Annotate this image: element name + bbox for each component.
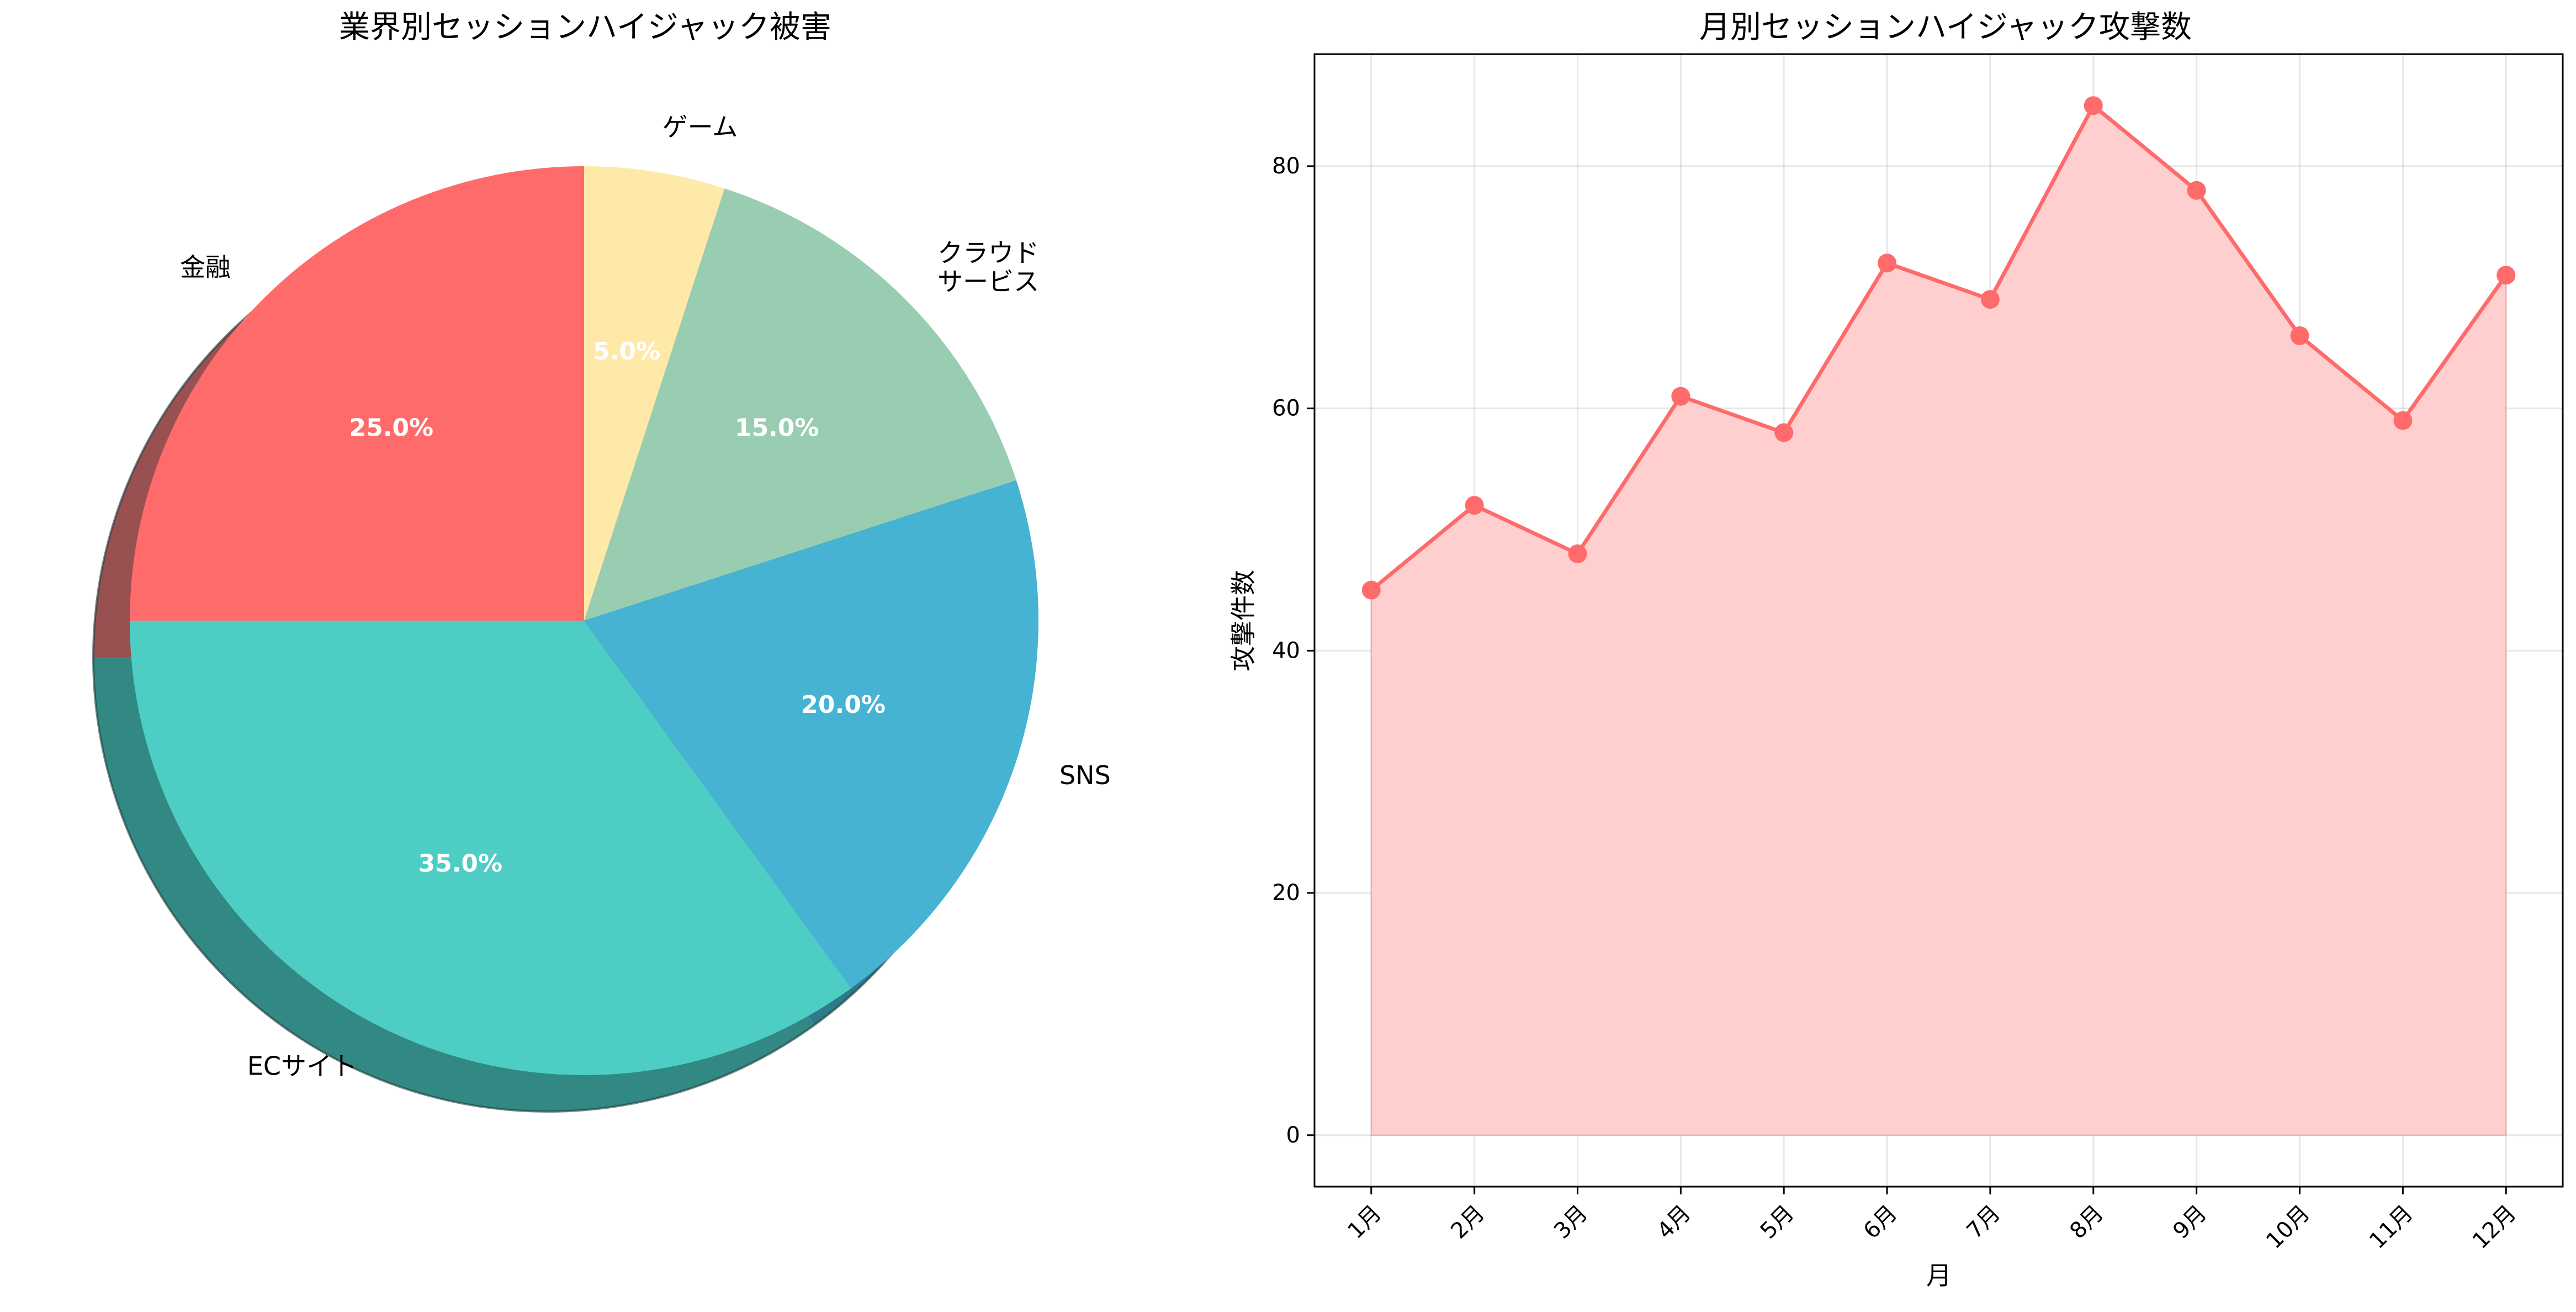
area-fill — [1370, 104, 2507, 1136]
x-tick-label: 10月 — [2261, 1200, 2315, 1254]
area-chart: 月別セッションハイジャック攻撃数 0 20 40 60 80 1月 2月 3月 4月 5月 6月 7… — [1228, 9, 2564, 1290]
y-axis-label: 攻撃件数 — [1228, 570, 1258, 671]
area-fill-layer — [1370, 104, 2507, 1136]
pie-category-label: ECサイト — [247, 1051, 357, 1081]
x-axis-label: 月 — [1926, 1261, 1952, 1290]
data-point — [1671, 387, 1690, 406]
x-tick-label: 5月 — [1756, 1200, 1799, 1244]
y-tick-label: 80 — [1272, 154, 1300, 179]
pie-slice — [130, 166, 584, 621]
pie-chart-title: 業界別セッションハイジャック被害 — [339, 9, 831, 45]
series-line — [1370, 103, 2508, 592]
pie-category-label: クラウドサービス — [937, 238, 1039, 297]
data-point — [2497, 266, 2516, 285]
x-axis-ticks: 1月 2月 3月 4月 5月 6月 7月 8月 9月 10月 11月 12月 — [1343, 1187, 2521, 1254]
x-tick-label: 9月 — [2168, 1200, 2212, 1244]
pie-percent-label: 5.0% — [593, 337, 660, 366]
x-tick-label: 12月 — [2468, 1200, 2521, 1254]
y-axis-ticks: 0 20 40 60 80 — [1272, 154, 1314, 1148]
series-line-layer — [1370, 103, 2508, 592]
x-tick-label: 1月 — [1343, 1200, 1386, 1244]
area-chart-title: 月別セッションハイジャック攻撃数 — [1699, 9, 2192, 45]
pie-percent-label: 15.0% — [735, 414, 819, 442]
data-point — [1774, 423, 1794, 442]
pie-chart: 業界別セッションハイジャック被害 25.0% 35.0% 20.0% 15.0% 5.0… — [92, 9, 1111, 1113]
pie-slice — [584, 166, 725, 621]
y-tick-label: 0 — [1286, 1123, 1300, 1148]
pie-slice — [584, 480, 1038, 988]
pie-category-label: SNS — [1059, 760, 1111, 790]
pie-percent-label: 20.0% — [801, 691, 886, 719]
data-point — [2393, 411, 2413, 430]
x-tick-label: 7月 — [1962, 1200, 2006, 1244]
pie-percent-label: 25.0% — [349, 414, 434, 442]
pie-category-label: ゲーム — [662, 112, 738, 142]
y-tick-label: 40 — [1272, 638, 1300, 663]
pie-category-label: 金融 — [180, 252, 231, 282]
data-point — [2084, 96, 2103, 115]
plot-frame — [1313, 53, 2564, 1188]
data-point — [1980, 290, 2000, 309]
data-point — [2290, 326, 2309, 346]
data-point — [1568, 544, 1587, 563]
pie-slice — [130, 621, 851, 1076]
pie-slices — [130, 166, 1038, 1076]
x-tick-label: 3月 — [1549, 1200, 1593, 1244]
data-point — [2187, 181, 2206, 200]
x-tick-label: 8月 — [2065, 1200, 2108, 1244]
x-tick-label: 4月 — [1652, 1200, 1696, 1244]
x-tick-label: 6月 — [1859, 1200, 1902, 1244]
pie-slice — [584, 188, 1016, 621]
pie-percent-label: 35.0% — [418, 849, 502, 877]
data-points — [1361, 96, 2516, 600]
y-tick-label: 60 — [1272, 396, 1300, 421]
x-tick-label: 2月 — [1446, 1200, 1490, 1244]
y-tick-label: 20 — [1272, 880, 1300, 906]
data-point — [1361, 580, 1381, 600]
data-point — [1465, 496, 1484, 515]
x-tick-label: 11月 — [2365, 1200, 2418, 1254]
data-point — [1878, 253, 1897, 273]
pie-category-labels: 金融 ECサイト SNS クラウドサービス ゲーム — [180, 112, 1111, 1081]
pie-percent-labels: 25.0% 35.0% 20.0% 15.0% 5.0% — [349, 337, 886, 878]
